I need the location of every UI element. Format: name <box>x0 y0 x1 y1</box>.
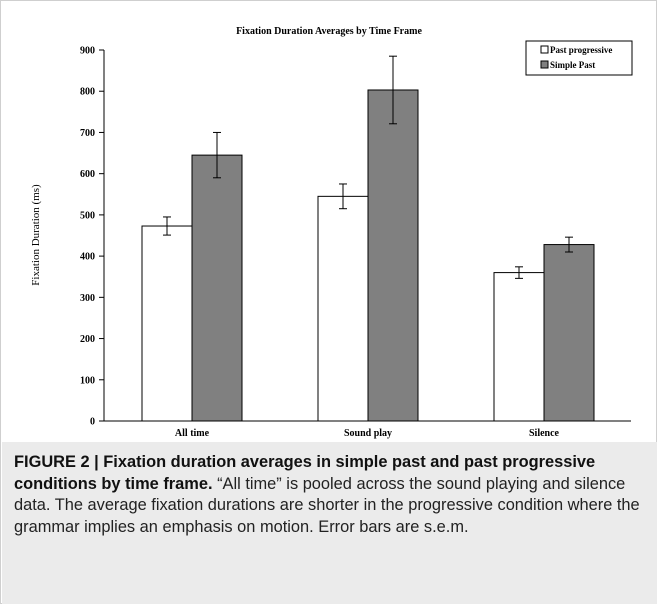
x-tick-label: All time <box>175 428 210 439</box>
legend-entry: Simple Past <box>550 60 595 70</box>
caption-bold-text: Fixation duration averages in simple pas… <box>14 453 596 493</box>
y-tick-label: 0 <box>90 417 95 428</box>
y-axis-label: Fixation Duration (ms) <box>30 184 42 286</box>
bar <box>317 195 369 422</box>
y-tick-label: 600 <box>80 169 95 180</box>
y-tick-label: 100 <box>80 375 95 386</box>
y-tick-label: 500 <box>80 210 95 221</box>
y-tick-label: 800 <box>80 87 95 98</box>
legend-swatch <box>540 60 549 69</box>
x-tick-label: Sound play <box>344 428 392 439</box>
legend-swatch <box>540 45 549 54</box>
x-tick-label: Silence <box>529 428 560 439</box>
legend: Past progressive Simple Past <box>525 40 633 76</box>
chart-title: Fixation Duration Averages by Time Frame <box>236 26 422 37</box>
caption-text-body: “All time” is pooled across the sound pl… <box>14 474 640 536</box>
bar-chart: Fixation Duration Averages by Time Frame… <box>30 26 633 439</box>
bars <box>141 55 595 422</box>
caption-label: FIGURE 2 | <box>14 453 104 471</box>
legend-entry: Past progressive <box>550 45 612 55</box>
bar <box>493 272 545 422</box>
figure-caption: FIGURE 2 | Fixation duration averages in… <box>14 452 650 538</box>
y-tick-label: 400 <box>80 252 95 263</box>
bar <box>543 244 595 422</box>
bar <box>141 225 193 422</box>
y-tick-label: 300 <box>80 293 95 304</box>
y-tick-label: 200 <box>80 334 95 345</box>
y-tick-label: 900 <box>80 46 95 57</box>
bar <box>191 154 243 422</box>
caption-panel: FIGURE 2 | Fixation duration averages in… <box>2 442 657 604</box>
y-tick-label: 700 <box>80 128 95 139</box>
bar <box>367 89 419 422</box>
